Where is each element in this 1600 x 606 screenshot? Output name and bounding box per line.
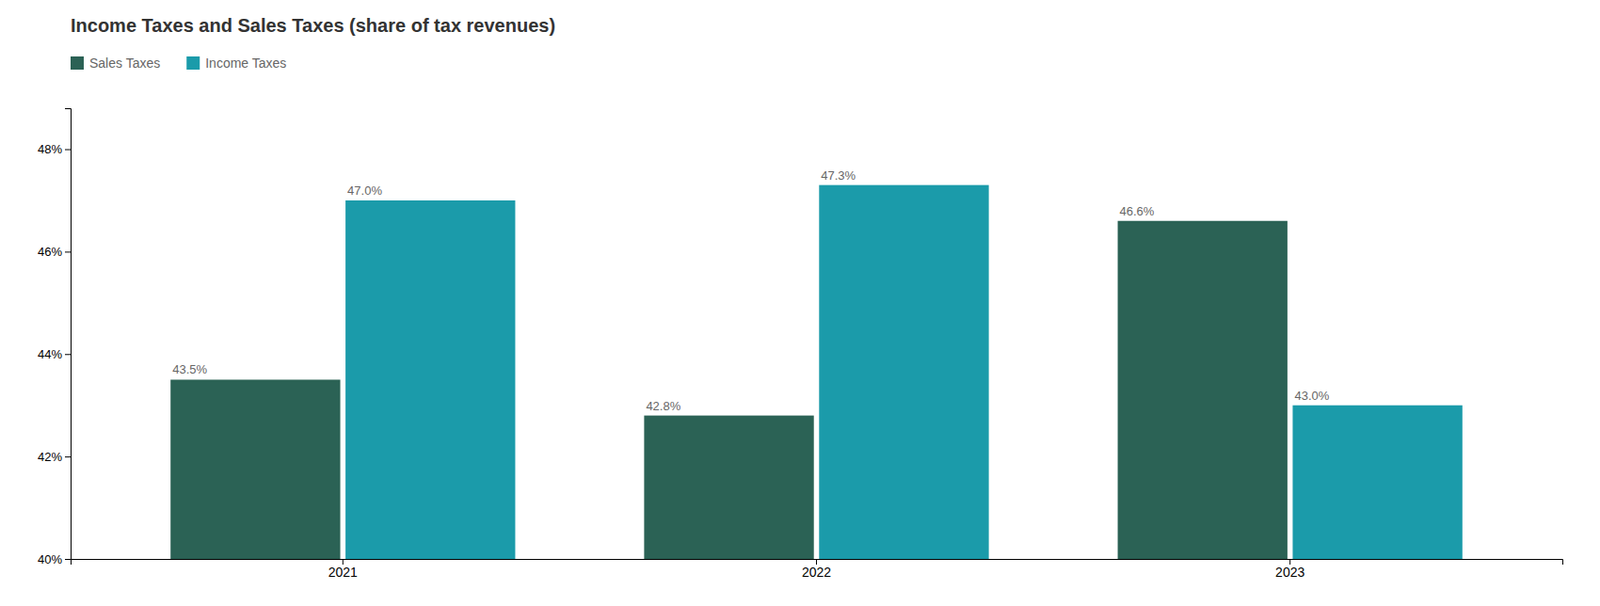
x-tick-label: 2022 [801, 564, 832, 580]
legend-item: Income Taxes [186, 55, 287, 71]
y-tick-label: 44% [37, 347, 63, 362]
data-label: 47.3% [820, 168, 856, 183]
y-tick-label: 48% [37, 142, 63, 157]
y-tick-mark [64, 559, 71, 560]
legend-label: Income Taxes [205, 55, 287, 71]
bars [170, 185, 1463, 560]
bar [643, 416, 814, 560]
legend-item: Sales Taxes [70, 55, 160, 71]
data-label: 43.0% [1294, 388, 1329, 403]
y-tick-mark [64, 251, 71, 253]
y-axis-line [64, 109, 72, 560]
y-tick-label: 46% [37, 244, 63, 259]
bar-series [345, 185, 1463, 560]
y-tick-label: 40% [37, 552, 63, 567]
data-labels: 43.5% 42.8% 46.6% 47.0% 47.3% 43.0% [172, 168, 1330, 414]
bar-series [170, 221, 1288, 560]
x-tick: 2022 [801, 559, 832, 580]
legend-label: Sales Taxes [89, 55, 160, 71]
y-tick: 48% [37, 142, 71, 157]
bar [345, 200, 515, 560]
data-label: 46.6% [1120, 204, 1155, 219]
y-tick: 42% [37, 449, 71, 464]
legend-swatch [70, 56, 84, 70]
data-label: 43.5% [172, 362, 208, 377]
y-tick: 44% [37, 347, 71, 362]
x-tick: 2021 [328, 559, 358, 580]
legend: Sales Taxes Income Taxes [70, 55, 287, 71]
bar [1292, 405, 1462, 560]
x-tick-label: 2023 [1275, 564, 1305, 580]
y-tick-mark [64, 353, 71, 355]
y-tick-label: 42% [37, 449, 63, 464]
data-label: 47.0% [347, 183, 383, 198]
x-axis: 2021 2022 2023 [71, 559, 1564, 580]
x-tick: 2023 [1275, 559, 1305, 580]
y-tick: 40% [37, 552, 71, 567]
bar [818, 185, 989, 560]
x-tick-label: 2021 [328, 564, 358, 580]
y-tick: 46% [37, 244, 71, 259]
data-label: 42.8% [645, 399, 681, 414]
legend-swatch [186, 56, 200, 70]
y-tick-mark [64, 456, 71, 458]
y-tick-mark [64, 149, 71, 151]
chart: 40% 42% 44% 46% 48% 2021 2022 2023 43.5% 42.8% 46.… [0, 0, 1600, 606]
bar [1118, 221, 1288, 560]
bar [170, 379, 340, 560]
title: Income Taxes and Sales Taxes (share of t… [70, 15, 556, 36]
plot-area: 40% 42% 44% 46% 48% 2021 2022 2023 43.5% 42.8% 46.… [37, 109, 1564, 580]
y-axis: 40% 42% 44% 46% 48% [37, 109, 72, 567]
